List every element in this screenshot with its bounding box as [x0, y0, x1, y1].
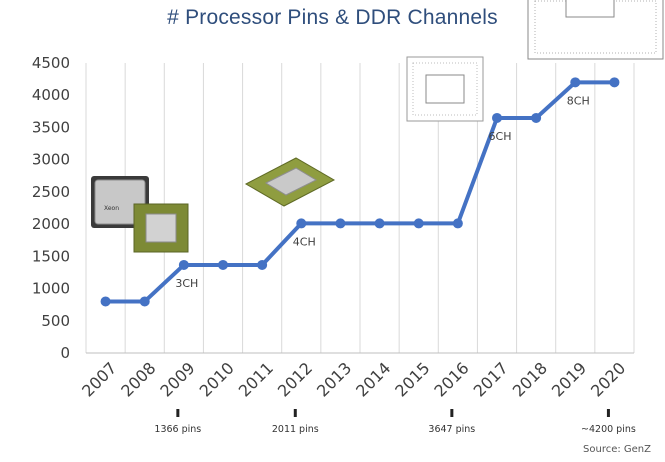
x-tick-label: 2014 — [352, 358, 394, 400]
x-tick-label: 2008 — [117, 358, 159, 400]
y-tick-label: 4000 — [32, 86, 70, 104]
y-tick-label: 4500 — [32, 54, 70, 72]
data-point — [492, 112, 502, 123]
series-layer — [100, 77, 620, 307]
x-tick-label: 2016 — [430, 358, 472, 400]
pin-marker — [176, 409, 180, 417]
channel-label: 4CH — [293, 235, 316, 248]
lga3647-socket-image — [406, 56, 484, 122]
pin-annotation: 2011 pins — [272, 424, 319, 435]
lga4189-socket-image — [527, 0, 664, 60]
x-tick-label: 2019 — [548, 358, 590, 400]
y-tick-label: 1500 — [32, 247, 70, 265]
data-point — [413, 218, 424, 229]
y-tick-label: 2500 — [32, 183, 70, 201]
data-point — [257, 259, 268, 270]
y-tick-label: 1000 — [32, 280, 70, 298]
chart-title: # Processor Pins & DDR Channels — [167, 6, 498, 29]
pin-marker — [606, 409, 610, 417]
x-tick-label: 2018 — [509, 358, 551, 400]
data-point — [139, 296, 150, 307]
channel-label: 3CH — [175, 277, 198, 290]
y-tick-label: 3500 — [32, 118, 70, 136]
data-point — [531, 112, 542, 123]
source-note: Source: GenZ — [583, 444, 651, 455]
x-tick-label: 2012 — [274, 358, 316, 400]
x-tick-label: 2013 — [313, 358, 355, 400]
lga2011-cpu-image — [244, 157, 336, 207]
y-tick-label: 2000 — [32, 215, 70, 233]
x-tick-label: 2020 — [587, 358, 629, 400]
lga1366-cpu-image — [133, 203, 189, 253]
data-point — [218, 259, 228, 270]
data-point — [570, 77, 581, 88]
y-tick-label: 0 — [60, 344, 70, 362]
data-point — [452, 218, 463, 229]
series-line — [105, 80, 615, 304]
xeon-chip-text: Xeon — [104, 205, 119, 212]
x-tick-label: 2015 — [391, 358, 433, 400]
pin-annotation: 1366 pins — [154, 424, 201, 435]
pin-marker — [293, 409, 297, 417]
x-tick-label: 2010 — [196, 358, 238, 400]
pin-marker — [450, 409, 454, 417]
x-tick-label: 2007 — [78, 358, 120, 400]
data-point — [100, 296, 111, 307]
channel-label: 6CH — [489, 130, 512, 143]
grid-layer — [85, 63, 635, 353]
x-tick-label: 2011 — [235, 358, 277, 400]
pin-annotation: 3647 pins — [428, 424, 475, 435]
data-point — [296, 218, 307, 229]
y-tick-label: 500 — [41, 312, 70, 330]
x-tick-label: 2017 — [470, 358, 512, 400]
y-tick-label: 3000 — [32, 151, 70, 169]
pin-annotation: ~4200 pins — [581, 424, 636, 435]
data-point — [374, 218, 385, 229]
data-point — [178, 259, 189, 270]
data-point — [335, 218, 346, 229]
channel-label: 8CH — [567, 94, 590, 107]
x-tick-label: 2009 — [156, 358, 198, 400]
label-layer: 3CH 4CH 6CH 8CH 1366 pins 2011 pins 3647 pins ~… — [154, 94, 635, 435]
data-point — [609, 77, 620, 88]
